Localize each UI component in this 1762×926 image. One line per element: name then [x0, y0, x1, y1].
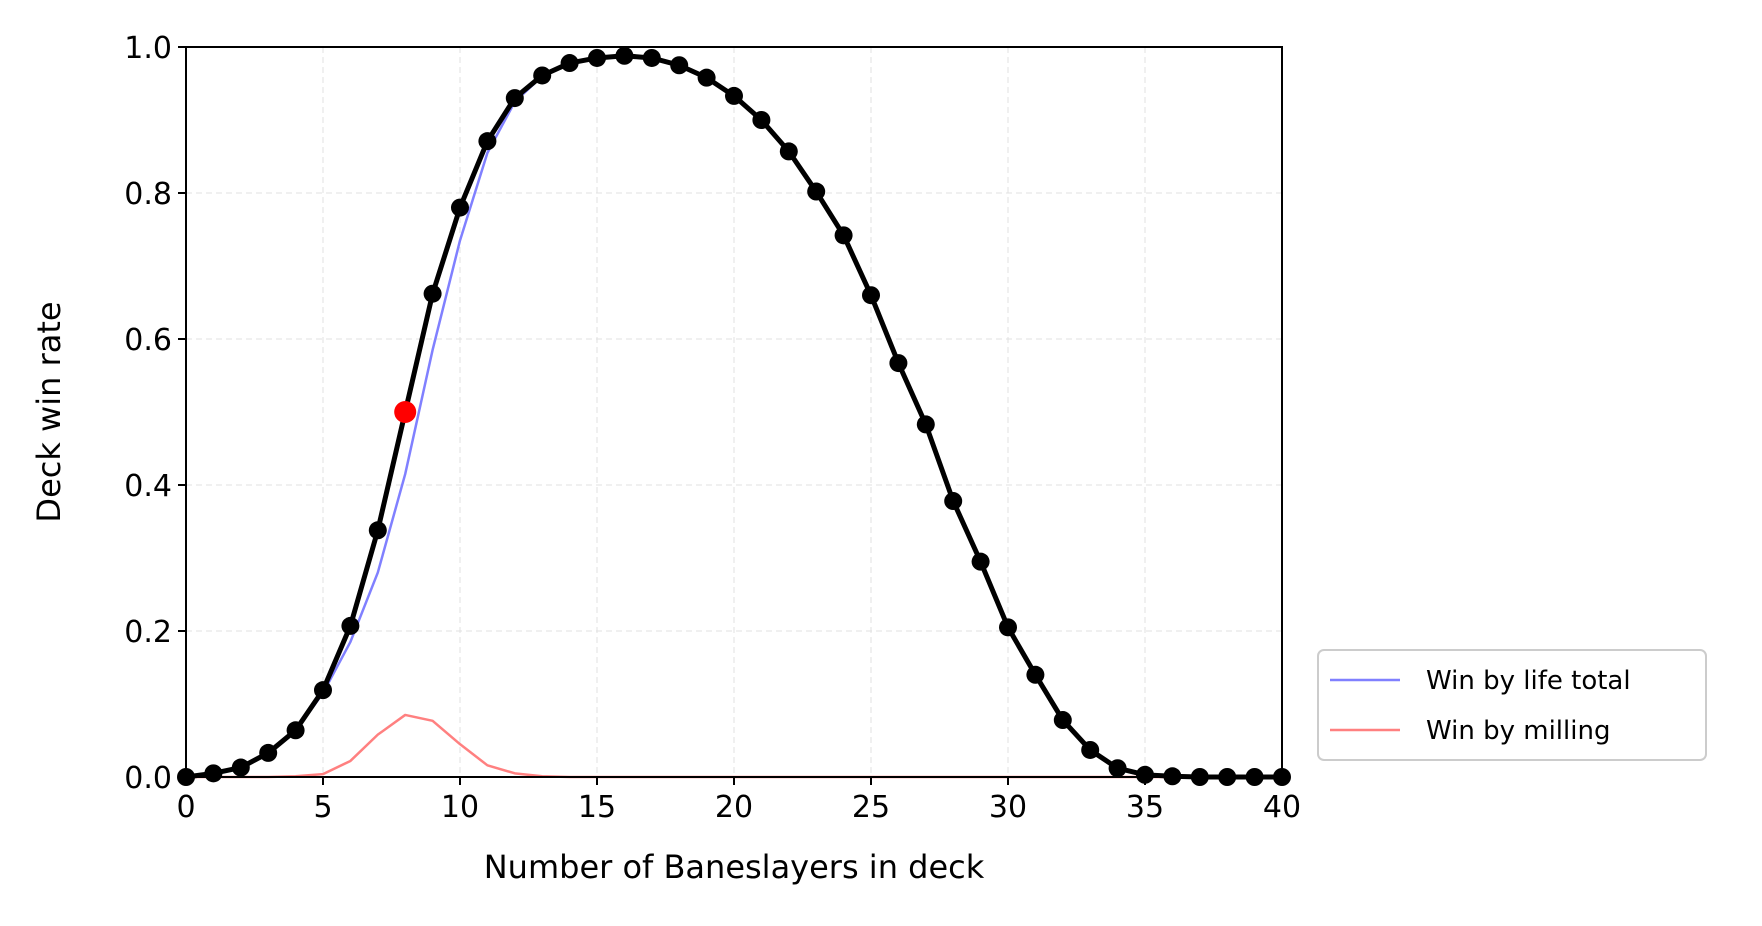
data-point — [451, 198, 469, 217]
x-tick-label: 0 — [176, 790, 195, 825]
data-point — [807, 182, 826, 201]
x-tick-label: 25 — [852, 790, 890, 825]
highlight-point — [394, 401, 417, 423]
x-tick-label: 40 — [1263, 790, 1301, 825]
data-point — [779, 142, 798, 161]
data-point — [971, 552, 990, 571]
data-point — [286, 721, 305, 740]
data-point — [478, 132, 497, 151]
data-point — [560, 54, 579, 73]
data-point — [944, 492, 963, 511]
data-point — [670, 56, 689, 75]
data-point — [1136, 765, 1154, 784]
data-point — [314, 681, 332, 700]
y-tick-label: 1.0 — [124, 31, 172, 66]
data-point — [259, 743, 278, 762]
y-tick-label: 0.0 — [124, 761, 172, 796]
x-tick-label: 20 — [715, 790, 753, 825]
data-point — [505, 89, 524, 108]
x-tick-label: 5 — [313, 790, 332, 825]
data-point — [588, 48, 606, 67]
legend: Win by life total Win by milling — [1317, 649, 1707, 761]
legend-label: Win by life total — [1426, 666, 1631, 696]
data-point — [231, 758, 250, 777]
y-tick-label: 0.6 — [124, 323, 172, 358]
data-point — [862, 286, 880, 305]
data-point — [1026, 665, 1045, 684]
data-point — [204, 764, 223, 783]
legend-label: Win by milling — [1426, 716, 1610, 746]
data-point — [341, 616, 360, 635]
x-axis-title: Number of Baneslayers in deck — [484, 848, 985, 886]
data-point — [752, 111, 771, 129]
data-point — [423, 284, 442, 303]
data-point — [1108, 759, 1127, 778]
data-point — [697, 68, 716, 87]
data-point — [999, 618, 1017, 637]
legend-box — [1317, 649, 1707, 761]
y-tick-label: 0.8 — [124, 177, 172, 212]
y-axis-title: Deck win rate — [30, 301, 68, 522]
markers-layer — [177, 46, 1291, 786]
data-point — [533, 66, 552, 85]
data-point — [834, 226, 853, 245]
x-tick-label: 15 — [578, 790, 616, 825]
axis-ticks: 0 5 10 15 20 25 30 35 40 0.0 0.2 0.4 0.6 0.8 1.0 — [124, 31, 1301, 825]
x-tick-label: 35 — [1126, 790, 1164, 825]
data-point — [725, 86, 743, 105]
data-point — [642, 48, 661, 67]
data-point — [889, 354, 908, 373]
data-point — [615, 46, 634, 65]
data-point — [916, 415, 935, 434]
y-tick-label: 0.4 — [124, 469, 172, 504]
y-tick-label: 0.2 — [124, 615, 172, 650]
data-point — [368, 521, 387, 540]
data-point — [1081, 740, 1100, 759]
data-point — [1053, 711, 1072, 730]
x-tick-label: 10 — [441, 790, 479, 825]
x-tick-label: 30 — [989, 790, 1027, 825]
